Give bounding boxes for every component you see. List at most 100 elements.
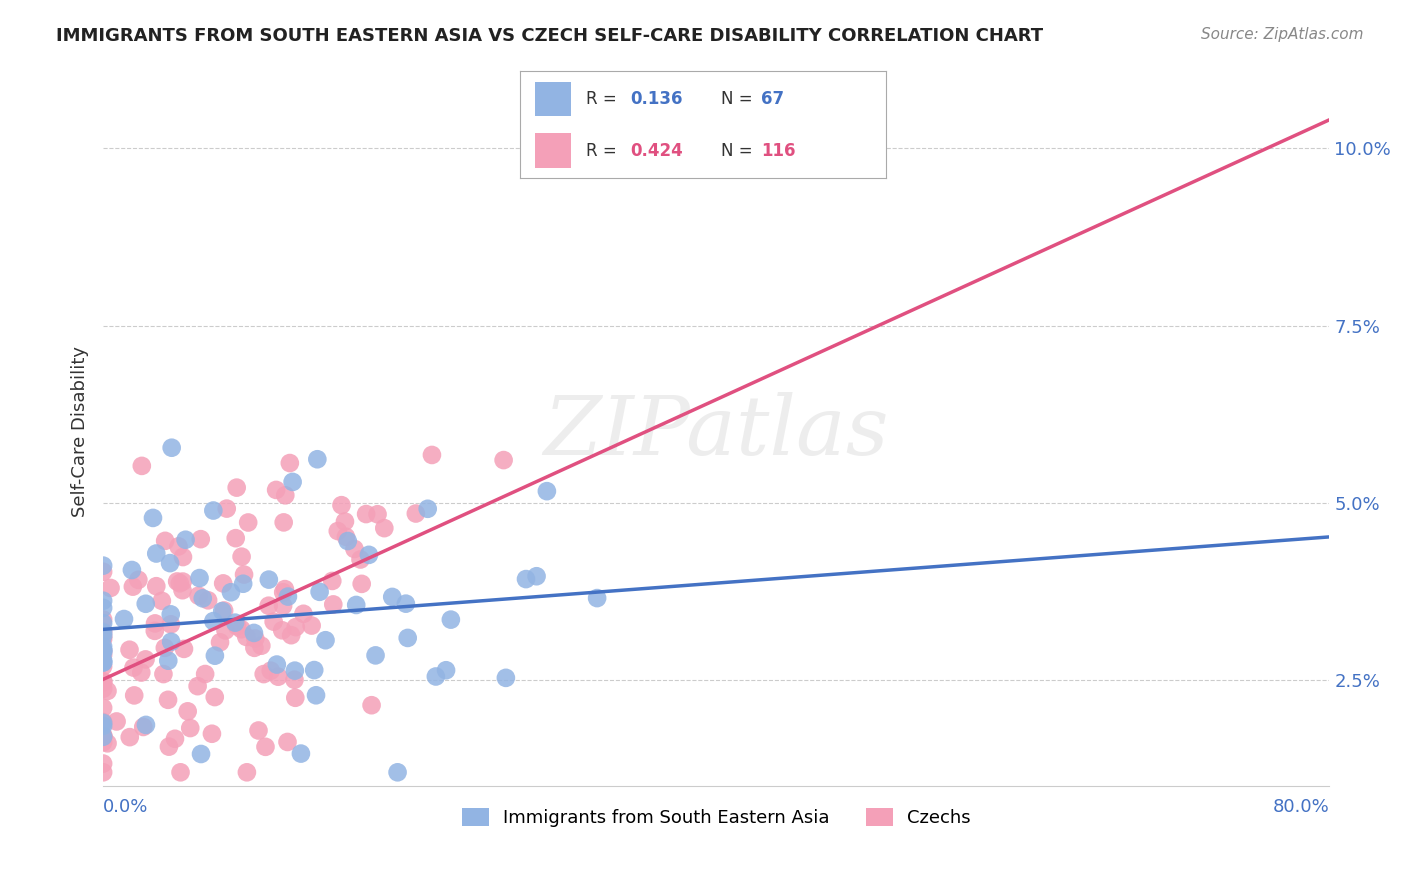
Point	[91, 730, 114, 744]
Point	[204, 690, 226, 704]
Point	[91, 625, 114, 640]
Point	[188, 571, 211, 585]
Point	[336, 534, 359, 549]
Point	[91, 656, 114, 670]
Point	[280, 628, 302, 642]
Point	[321, 574, 343, 588]
Point	[373, 521, 395, 535]
Point	[135, 718, 157, 732]
Point	[434, 663, 457, 677]
Point	[157, 654, 180, 668]
Point	[266, 657, 288, 672]
Y-axis label: Self-Care Disability: Self-Care Disability	[72, 346, 89, 517]
Point	[91, 729, 114, 743]
Point	[284, 620, 307, 634]
Point	[91, 730, 114, 744]
Text: 0.136: 0.136	[630, 90, 682, 108]
Point	[122, 660, 145, 674]
Point	[100, 581, 122, 595]
Point	[245, 632, 267, 646]
Point	[302, 663, 325, 677]
Point	[235, 630, 257, 644]
Point	[150, 594, 173, 608]
Text: Source: ZipAtlas.com: Source: ZipAtlas.com	[1201, 27, 1364, 42]
Point	[176, 704, 198, 718]
Point	[91, 558, 114, 573]
Point	[105, 714, 128, 729]
Point	[91, 629, 114, 643]
Point	[91, 613, 114, 627]
Point	[91, 735, 114, 749]
Point	[219, 585, 242, 599]
Point	[91, 643, 114, 657]
Point	[191, 591, 214, 606]
Point	[153, 533, 176, 548]
Point	[224, 615, 246, 630]
Point	[127, 573, 149, 587]
Point	[292, 607, 315, 621]
Point	[395, 597, 418, 611]
Text: R =: R =	[586, 90, 621, 108]
Point	[118, 730, 141, 744]
Text: 116: 116	[762, 142, 796, 160]
Point	[91, 593, 114, 607]
Text: 67: 67	[762, 90, 785, 108]
Point	[231, 622, 253, 636]
Point	[243, 626, 266, 640]
Point	[233, 567, 256, 582]
Point	[91, 643, 114, 657]
Point	[91, 675, 114, 690]
Point	[91, 656, 114, 670]
Point	[333, 515, 356, 529]
Point	[160, 634, 183, 648]
Point	[157, 693, 180, 707]
FancyBboxPatch shape	[534, 82, 571, 116]
Point	[212, 576, 235, 591]
Point	[387, 765, 409, 780]
Point	[143, 616, 166, 631]
Point	[243, 640, 266, 655]
Point	[190, 532, 212, 546]
Point	[91, 645, 114, 659]
Point	[278, 456, 301, 470]
Point	[416, 501, 439, 516]
Point	[174, 533, 197, 547]
Point	[425, 669, 447, 683]
Point	[315, 633, 337, 648]
Point	[273, 516, 295, 530]
Legend: Immigrants from South Eastern Asia, Czechs: Immigrants from South Eastern Asia, Czec…	[454, 800, 979, 834]
Point	[152, 667, 174, 681]
Text: 0.0%: 0.0%	[103, 797, 149, 815]
Point	[238, 516, 260, 530]
Point	[277, 590, 299, 604]
Point	[492, 453, 515, 467]
Point	[91, 715, 114, 730]
Point	[257, 573, 280, 587]
Point	[157, 739, 180, 754]
Text: N =: N =	[721, 90, 758, 108]
Point	[354, 507, 377, 521]
Point	[253, 667, 276, 681]
Point	[420, 448, 443, 462]
Point	[267, 670, 290, 684]
Text: 0.424: 0.424	[630, 142, 683, 160]
Point	[187, 679, 209, 693]
Point	[307, 452, 329, 467]
Point	[283, 673, 305, 687]
Point	[91, 756, 114, 771]
Point	[208, 635, 231, 649]
Point	[344, 598, 367, 612]
Point	[194, 667, 217, 681]
Point	[212, 603, 235, 617]
Point	[225, 531, 247, 545]
Point	[122, 689, 145, 703]
Point	[247, 723, 270, 738]
Point	[91, 565, 114, 579]
Point	[264, 483, 287, 497]
Point	[179, 721, 201, 735]
Point	[91, 674, 114, 689]
Point	[236, 765, 259, 780]
Point	[271, 624, 294, 638]
Point	[197, 593, 219, 607]
Point	[129, 665, 152, 680]
